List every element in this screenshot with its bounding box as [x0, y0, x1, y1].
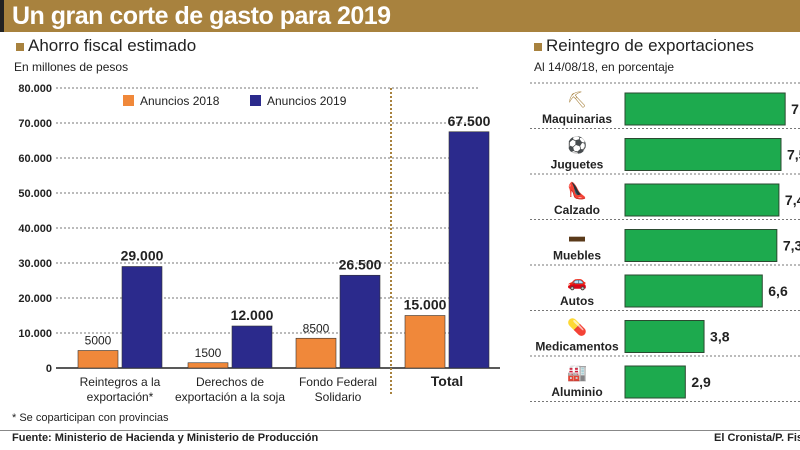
bar-reintegro [624, 229, 778, 262]
row-label: Calzado [554, 203, 600, 217]
bar-reintegro [624, 274, 763, 308]
x-category-label: exportación a la soja [175, 390, 285, 404]
y-tick-label: 0 [46, 363, 52, 375]
right-subtitle: Reintegro de exportaciones [534, 36, 754, 56]
y-tick-label: 50.000 [18, 188, 52, 200]
bar-value-label: 3,8 [710, 329, 730, 345]
x-category-label: Fondo Federal [299, 375, 377, 389]
y-tick-label: 80.000 [18, 83, 52, 95]
row-label: Aluminio [551, 385, 602, 399]
credit: El Cronista/P. Fis [714, 432, 800, 444]
bar-2019 [448, 131, 490, 369]
bar-value-label: 8500 [303, 321, 330, 335]
bar-value-label: 29.000 [121, 248, 164, 264]
bar-value-label: 15.000 [404, 297, 447, 313]
row-label: Autos [560, 294, 594, 308]
row-label: Muebles [553, 249, 601, 263]
right-unit: Al 14/08/18, en porcentaje [534, 60, 675, 74]
left-subtitle-text: Ahorro fiscal estimado [28, 36, 197, 55]
factory-icon: 🏭 [567, 364, 587, 382]
legend-label-2019: Anuncios 2019 [267, 94, 347, 108]
left-unit: En millones de pesos [14, 60, 129, 74]
bar-value-label: 7,4 [785, 192, 800, 208]
bar-reintegro [624, 183, 780, 217]
bar-2018 [187, 362, 229, 369]
x-category-label: Solidario [315, 390, 362, 404]
y-tick-label: 10.000 [18, 328, 52, 340]
x-category-label: Total [431, 373, 463, 389]
bar-value-label: 67.500 [448, 113, 491, 129]
y-tick-label: 20.000 [18, 293, 52, 305]
bar-value-label: 12.000 [231, 307, 274, 323]
bar-2019 [231, 325, 273, 369]
bar-value-label: 7,5 [787, 147, 800, 163]
source-text: Ministerio de Hacienda y Ministerio de P… [54, 432, 319, 444]
row-label: Medicamentos [535, 340, 619, 354]
page-title: Un gran corte de gasto para 2019 [0, 0, 800, 32]
bar-value-label: 6,6 [768, 283, 788, 299]
legend-swatch-2019 [250, 95, 261, 106]
shoe-icon: 👠 [567, 181, 587, 200]
x-category-label: exportación* [87, 390, 154, 404]
y-tick-label: 70.000 [18, 118, 52, 130]
bar-2018 [77, 350, 119, 369]
bar-2019 [339, 274, 381, 369]
bar-value-label: 7,3 [783, 238, 800, 254]
y-tick-label: 60.000 [18, 153, 52, 165]
legend-swatch-2018 [123, 95, 134, 106]
bar-2019 [121, 266, 163, 369]
bar-reintegro [624, 320, 705, 353]
bar-value-label: 2,9 [691, 374, 711, 390]
legend-label-2018: Anuncios 2018 [140, 94, 220, 108]
car-icon: 🚗 [567, 274, 587, 291]
bar-reintegro [624, 138, 782, 171]
row-label: Maquinarias [542, 112, 612, 126]
bar-2018 [295, 337, 337, 369]
y-tick-label: 30.000 [18, 258, 52, 270]
x-category-label: Derechos de [196, 375, 264, 389]
bar-reintegro [624, 365, 686, 399]
footnote: * Se coparticipan con provincias [12, 412, 169, 424]
source: Fuente: Ministerio de Hacienda y Ministe… [12, 432, 318, 444]
source-label: Fuente: [12, 432, 52, 444]
excavator-icon: ⛏ [567, 91, 587, 109]
ball-icon: ⚽ [566, 136, 587, 155]
bar-reintegro [624, 92, 786, 126]
bar-value-label: 26.500 [339, 256, 382, 272]
bar-value-label: 1500 [195, 346, 222, 360]
row-label: Juguetes [551, 158, 604, 172]
right-subtitle-text: Reintegro de exportaciones [546, 36, 754, 55]
pill-icon: 💊 [567, 318, 587, 337]
x-category-label: Reintegros a la [80, 375, 161, 389]
bar-value-label: 5000 [85, 334, 112, 348]
y-tick-label: 40.000 [18, 223, 52, 235]
bar-2018 [404, 315, 446, 369]
bar-value-label: 7,7 [791, 101, 800, 117]
left-subtitle: Ahorro fiscal estimado [16, 36, 196, 56]
furniture-icon: ▬ [569, 229, 585, 246]
footer-divider [0, 430, 800, 431]
